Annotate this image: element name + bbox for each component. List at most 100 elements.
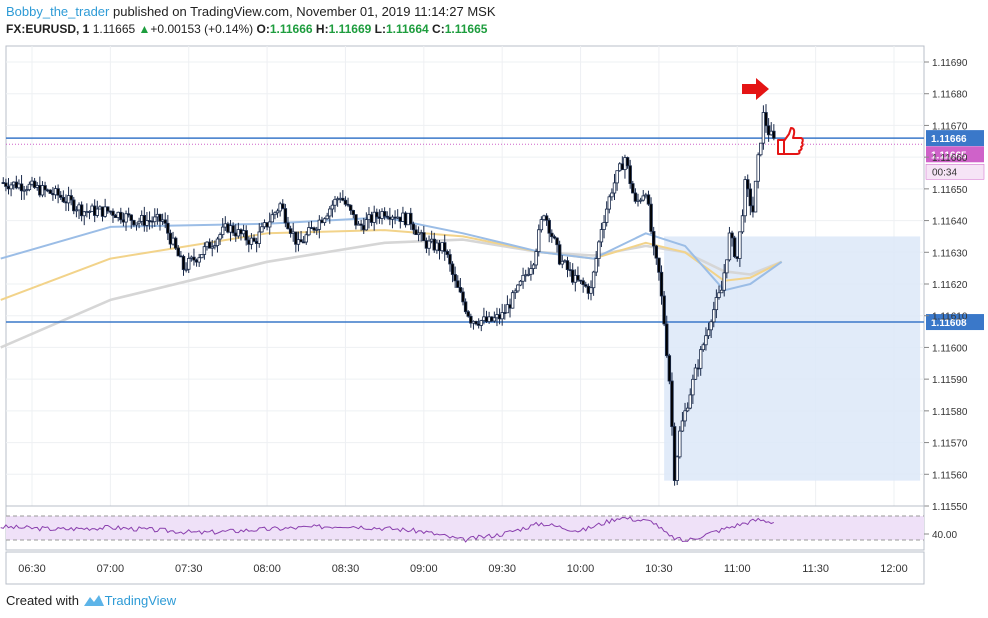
price-chart[interactable]: 1.11666 1.11608 1.11665 00:34 1.11690 1.1168… bbox=[0, 40, 988, 586]
range-box[interactable] bbox=[664, 236, 921, 481]
price-axis[interactable]: 1.11690 1.11680 1.11670 1.11660 1.11650 1.116… bbox=[924, 58, 968, 513]
candle-body bbox=[476, 323, 481, 326]
candle-body bbox=[147, 220, 152, 222]
up-arrow-icon: ▲ bbox=[138, 22, 151, 36]
candle-body bbox=[759, 142, 763, 156]
candle-body bbox=[683, 410, 687, 422]
candle-body bbox=[490, 316, 494, 322]
candle-body bbox=[239, 229, 243, 235]
candle-body bbox=[644, 194, 648, 197]
candle-body bbox=[505, 304, 510, 314]
candle-body bbox=[388, 216, 392, 220]
candle-body bbox=[74, 209, 79, 212]
time-tick-label: 11:30 bbox=[802, 563, 829, 575]
published-text: published on TradingView.com, November 0… bbox=[112, 4, 496, 19]
candle-body bbox=[325, 215, 329, 220]
candle-body bbox=[740, 215, 745, 233]
candle-body bbox=[610, 192, 614, 198]
candle-body bbox=[604, 208, 609, 223]
candle-body bbox=[168, 232, 173, 245]
candle-body bbox=[756, 154, 760, 182]
candle-body bbox=[578, 279, 583, 282]
candle-body bbox=[576, 274, 580, 281]
candle-body bbox=[437, 242, 442, 252]
candle-body bbox=[210, 246, 214, 249]
candle-body bbox=[145, 220, 149, 226]
time-axis[interactable]: 06:30 07:00 07:30 08:00 08:30 09:00 09:30 10:00… bbox=[5, 551, 925, 585]
candle-body bbox=[252, 237, 256, 242]
candle-body bbox=[571, 269, 575, 283]
candle-body bbox=[725, 259, 729, 274]
candle-body bbox=[92, 205, 97, 216]
candle-body bbox=[77, 204, 81, 211]
candle-body bbox=[738, 231, 742, 259]
candle-body bbox=[87, 211, 92, 213]
candle-body bbox=[751, 205, 755, 213]
candle-body bbox=[503, 312, 507, 314]
time-tick-label: 07:30 bbox=[175, 563, 203, 575]
candle-body bbox=[474, 320, 478, 325]
candle-body bbox=[48, 189, 52, 194]
candle-body bbox=[4, 182, 8, 187]
candle-body bbox=[497, 314, 502, 320]
candle-body bbox=[466, 311, 470, 317]
candle-body bbox=[64, 201, 68, 204]
price-tick-label: 1.11610 bbox=[932, 312, 968, 323]
candle-body bbox=[732, 237, 737, 258]
candle-body bbox=[25, 189, 29, 192]
candle-body bbox=[662, 295, 666, 325]
candle-body bbox=[769, 130, 773, 136]
price-tick-label: 1.11640 bbox=[932, 217, 968, 228]
candle-body bbox=[443, 242, 447, 252]
candle-body bbox=[414, 229, 418, 236]
candle-body bbox=[542, 215, 546, 221]
candle-body bbox=[453, 274, 457, 282]
candle-body bbox=[270, 214, 275, 223]
candle-body bbox=[471, 320, 476, 324]
level-badge-label: 1.11666 bbox=[931, 134, 967, 145]
candle-body bbox=[620, 163, 625, 171]
candle-body bbox=[435, 242, 439, 251]
time-tick-label: 07:00 bbox=[97, 563, 125, 575]
close-label: C: bbox=[432, 22, 445, 36]
horizontal-levels[interactable]: 1.11666 1.11608 1.11665 00:34 bbox=[6, 130, 985, 331]
candle-body bbox=[597, 241, 601, 259]
candle-body bbox=[693, 367, 698, 380]
candle-body bbox=[90, 205, 94, 212]
candle-body bbox=[463, 301, 468, 313]
candle-body bbox=[665, 323, 669, 357]
candle-body bbox=[416, 232, 421, 236]
candle-body bbox=[322, 218, 327, 224]
candle-body bbox=[1, 182, 5, 184]
candle-body bbox=[555, 237, 559, 246]
candle-body bbox=[539, 219, 544, 231]
time-tick-label: 08:00 bbox=[253, 563, 281, 575]
candle-body bbox=[335, 198, 340, 201]
candle-body bbox=[521, 274, 525, 282]
symbol-name[interactable]: FX:EURUSD, 1 bbox=[6, 22, 90, 36]
candle-body bbox=[299, 239, 303, 243]
candle-body bbox=[557, 244, 562, 265]
candle-body bbox=[234, 232, 238, 237]
time-tick-label: 11:00 bbox=[724, 563, 751, 575]
candle-body bbox=[260, 226, 264, 233]
candle-body bbox=[113, 215, 118, 218]
time-tick-label: 06:30 bbox=[18, 563, 46, 575]
tradingview-link[interactable]: TradingView bbox=[104, 593, 177, 608]
candle-body bbox=[59, 194, 63, 198]
candle-body bbox=[772, 130, 776, 139]
candle-body bbox=[207, 241, 212, 249]
candle-body bbox=[584, 284, 588, 287]
candle-body bbox=[445, 251, 450, 255]
candle-body bbox=[369, 214, 374, 223]
candle-body bbox=[615, 170, 619, 184]
candle-body bbox=[9, 184, 13, 190]
rsi-tick-label: 40.00 bbox=[932, 530, 957, 541]
rsi-pane[interactable]: 40.00 bbox=[0, 505, 958, 551]
time-tick-label: 08:30 bbox=[332, 563, 360, 575]
candle-body bbox=[651, 231, 656, 247]
candle-body bbox=[158, 213, 162, 222]
candle-body bbox=[69, 195, 73, 201]
author-link[interactable]: Bobby_the_trader bbox=[6, 4, 110, 19]
candle-body bbox=[628, 165, 632, 184]
